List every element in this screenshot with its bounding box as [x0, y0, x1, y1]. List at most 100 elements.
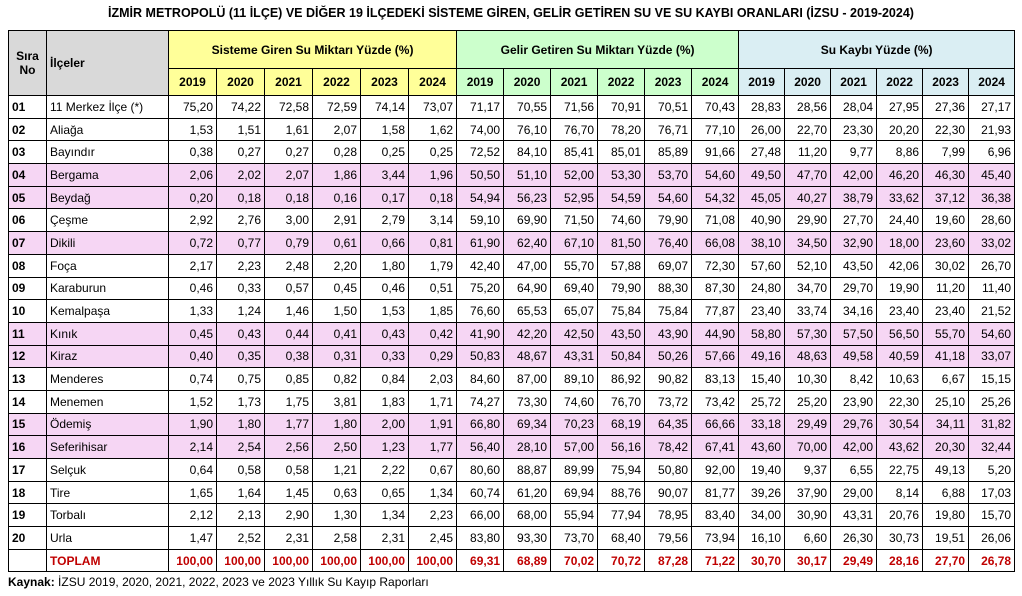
- value-cell: 0,25: [360, 140, 409, 165]
- value-cell: 1,73: [216, 389, 265, 414]
- value-cell: 2,48: [264, 253, 313, 278]
- value-cell: 50,50: [456, 163, 505, 187]
- value-cell: 0,66: [360, 231, 409, 255]
- value-cell: 2,79: [360, 208, 409, 233]
- value-cell: 73,07: [407, 95, 458, 119]
- row-number: 17: [8, 458, 47, 482]
- value-cell: 72,58: [264, 95, 313, 119]
- value-cell: 28,83: [738, 95, 786, 119]
- value-cell: 76,70: [550, 117, 599, 142]
- value-cell: 1,58: [360, 117, 409, 142]
- value-cell: 61,20: [503, 480, 552, 505]
- value-cell: 92,00: [691, 458, 740, 482]
- value-cell: 69,07: [644, 253, 693, 278]
- value-cell: 69,34: [503, 412, 552, 437]
- year-header: 2020: [216, 68, 265, 96]
- value-cell: 84,10: [503, 140, 552, 165]
- data-row: 09 Karaburun 0,46 0,33 0,57 0,45 0,46 0,51 75,20…: [8, 276, 1016, 301]
- value-cell: 27,48: [738, 140, 786, 165]
- value-cell: 61,90: [456, 231, 505, 255]
- value-cell: 19,90: [876, 276, 924, 301]
- year-header: 2024: [407, 68, 458, 96]
- value-cell: 79,90: [644, 208, 693, 233]
- value-cell: 54,60: [968, 321, 1016, 346]
- header-row: 2019 2020 2021 2022 2023 2024 2019 2020 2021 2022…: [9, 68, 1016, 96]
- value-cell: 0,20: [168, 185, 217, 210]
- total-value: 30,70: [738, 548, 786, 573]
- value-cell: 69,94: [550, 480, 599, 505]
- value-cell: 43,60: [738, 435, 786, 459]
- value-cell: 74,60: [550, 389, 599, 414]
- value-cell: 1,96: [407, 163, 458, 187]
- value-cell: 70,55: [503, 95, 552, 119]
- value-cell: 48,67: [503, 344, 552, 369]
- district-name: 11 Merkez İlçe (*): [46, 95, 169, 119]
- value-cell: 66,00: [456, 503, 505, 528]
- value-cell: 87,30: [691, 276, 740, 301]
- value-cell: 57,50: [830, 321, 878, 346]
- value-cell: 29,49: [784, 412, 832, 437]
- value-cell: 76,60: [456, 299, 505, 323]
- data-row: 17 Selçuk 0,64 0,58 0,58 1,21 2,22 0,67 80,60 88,…: [8, 458, 1016, 482]
- value-cell: 0,58: [216, 458, 265, 482]
- row-number: 12: [8, 344, 47, 369]
- data-row: 13 Menderes 0,74 0,75 0,85 0,82 0,84 2,03 84,60 8…: [8, 367, 1016, 391]
- value-cell: 1,86: [312, 163, 361, 187]
- value-cell: 1,80: [360, 253, 409, 278]
- value-cell: 19,60: [922, 208, 970, 233]
- value-cell: 85,89: [644, 140, 693, 165]
- header-cell: Sıra No: [8, 30, 47, 96]
- total-value: 100,00: [264, 548, 313, 573]
- value-cell: 2,06: [168, 163, 217, 187]
- value-cell: 42,06: [876, 253, 924, 278]
- value-cell: 41,90: [456, 321, 505, 346]
- value-cell: 2,58: [312, 526, 361, 550]
- district-name: Kiraz: [46, 344, 169, 369]
- value-cell: 73,72: [644, 389, 693, 414]
- value-cell: 43,90: [644, 321, 693, 346]
- value-cell: 37,90: [784, 480, 832, 505]
- year-header: 2022: [312, 68, 361, 96]
- value-cell: 0,42: [407, 321, 458, 346]
- value-cell: 30,02: [922, 253, 970, 278]
- value-cell: 0,27: [216, 140, 265, 165]
- value-cell: 11,20: [922, 276, 970, 301]
- value-cell: 25,20: [784, 389, 832, 414]
- year-header: 2022: [876, 68, 924, 96]
- value-cell: 75,20: [168, 95, 217, 119]
- value-cell: 75,94: [597, 458, 646, 482]
- year-header: 2022: [597, 68, 646, 96]
- total-value: 87,28: [644, 548, 693, 573]
- value-cell: 38,79: [830, 185, 878, 210]
- value-cell: 55,94: [550, 503, 599, 528]
- value-cell: 75,84: [644, 299, 693, 323]
- value-cell: 0,77: [216, 231, 265, 255]
- value-cell: 1,80: [312, 412, 361, 437]
- value-cell: 28,04: [830, 95, 878, 119]
- row-number: 13: [8, 367, 47, 391]
- value-cell: 67,10: [550, 231, 599, 255]
- value-cell: 0,81: [407, 231, 458, 255]
- value-cell: 88,30: [644, 276, 693, 301]
- value-cell: 33,02: [968, 231, 1016, 255]
- value-cell: 27,95: [876, 95, 924, 119]
- value-cell: 0,31: [312, 344, 361, 369]
- value-cell: 47,00: [503, 253, 552, 278]
- value-cell: 27,17: [968, 95, 1016, 119]
- value-cell: 0,44: [264, 321, 313, 346]
- value-cell: 40,27: [784, 185, 832, 210]
- total-value: 100,00: [312, 548, 361, 573]
- value-cell: 60,74: [456, 480, 505, 505]
- value-cell: 79,56: [644, 526, 693, 550]
- value-cell: 74,27: [456, 389, 505, 414]
- data-row: 05 Beydağ 0,20 0,18 0,18 0,16 0,17 0,18 54,94 56,…: [8, 185, 1016, 210]
- value-cell: 83,80: [456, 526, 505, 550]
- value-cell: 59,10: [456, 208, 505, 233]
- value-cell: 67,41: [691, 435, 740, 459]
- district-name: Torbalı: [46, 503, 169, 528]
- value-cell: 1,85: [407, 299, 458, 323]
- value-cell: 77,87: [691, 299, 740, 323]
- value-cell: 26,06: [968, 526, 1016, 550]
- row-number: 04: [8, 163, 47, 187]
- value-cell: 79,90: [597, 276, 646, 301]
